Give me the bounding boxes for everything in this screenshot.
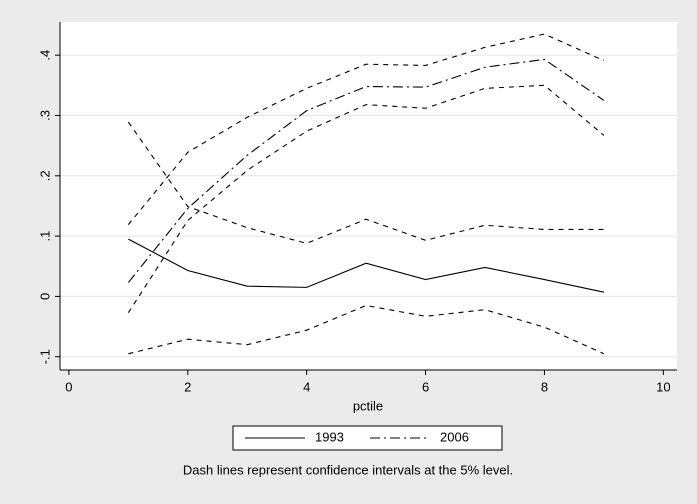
line <box>127 58 605 283</box>
y-tick-label: .2 <box>37 170 52 181</box>
x-tick-label: 0 <box>65 379 72 394</box>
x-tick-label: 8 <box>541 379 548 394</box>
x-tick-label: 6 <box>422 379 429 394</box>
y-tick-label: -.1 <box>37 349 52 364</box>
x-tick-label: 10 <box>656 379 670 394</box>
line <box>127 121 604 244</box>
plot-area <box>60 22 677 370</box>
legend-label: 2006 <box>440 429 469 444</box>
note: Dash lines represent confidence interval… <box>183 462 513 477</box>
y-tick-label: .4 <box>37 50 52 61</box>
line <box>127 33 605 225</box>
legend-label: 1993 <box>315 429 344 444</box>
y-tick-label: 0 <box>37 293 52 300</box>
x-tick-label: 4 <box>303 379 310 394</box>
y-tick-label: .3 <box>37 110 52 121</box>
line <box>128 304 605 355</box>
x-tick-label: 2 <box>184 379 191 394</box>
y-tick-label: .1 <box>37 231 52 242</box>
line <box>128 238 605 293</box>
x-axis-label: pctile <box>353 398 383 413</box>
line <box>127 84 605 314</box>
